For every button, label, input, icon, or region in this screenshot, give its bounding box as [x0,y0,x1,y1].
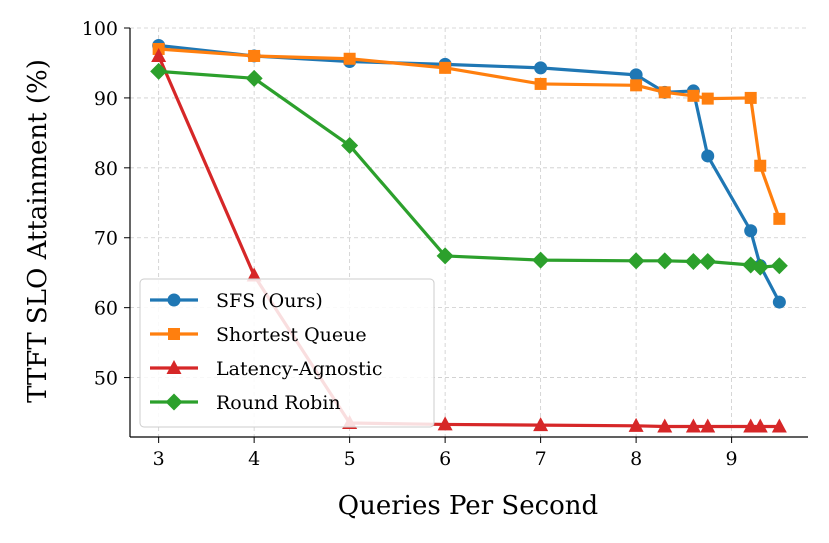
data-point [628,417,644,432]
data-point [754,159,767,172]
data-point [699,253,717,271]
y-tick-label: 100 [82,18,118,40]
data-point [150,62,168,80]
data-point [701,149,715,163]
legend-label: SFS (Ours) [216,290,323,312]
legend-marker [165,393,183,411]
y-tick-label: 50 [94,368,118,390]
data-point [151,47,167,62]
series-shortest-queue [152,42,786,225]
data-point [246,267,262,282]
data-point [439,61,452,74]
legend-marker [167,293,181,307]
data-point [743,418,759,433]
data-point [700,418,716,433]
legend-entry: Shortest Queue [150,324,367,346]
data-point [627,252,645,270]
x-tick-label: 9 [726,448,738,470]
series-round-robin [150,62,788,276]
data-point [771,418,787,433]
legend-marker [168,328,180,340]
data-point [656,252,674,270]
data-point [436,247,454,265]
data-point [343,52,356,65]
legend-entry: Latency-Agnostic [150,358,383,380]
y-tick-label: 60 [94,298,118,320]
x-tick-label: 3 [153,448,165,470]
data-point [770,257,788,275]
legend-label: Shortest Queue [216,324,367,346]
y-tick-label: 70 [94,228,118,250]
x-tick-label: 4 [248,448,260,470]
series-line [158,47,781,220]
legend-entry: SFS (Ours) [150,290,323,312]
data-point [533,417,549,432]
x-tick-label: 7 [535,448,547,470]
data-point [687,89,700,102]
y-tick-label: 90 [94,88,118,110]
x-axis-label: Queries Per Second [338,491,598,521]
data-point [630,79,643,92]
data-point [658,86,671,99]
legend: SFS (Ours) Shortest Queue Latency-Agnostic… [139,278,435,428]
x-tick-label: 5 [344,448,356,470]
data-point [534,61,548,75]
legend-marker [166,360,182,374]
legend-box [139,278,435,428]
data-point [248,49,261,62]
data-point [657,418,673,433]
data-point [534,77,547,90]
data-point [437,416,453,431]
data-point [245,69,263,87]
axes: 3 4 5 6 7 8 9 50 60 70 80 90 100 [82,18,808,470]
legend-label: Round Robin [216,392,341,414]
data-point [532,251,550,269]
data-point [744,91,757,104]
data-point [773,212,786,225]
data-point [752,418,768,433]
data-point [751,258,769,276]
x-tick-label: 8 [630,448,642,470]
data-point [685,418,701,433]
data-point [744,224,758,238]
legend-label: Latency-Agnostic [216,358,383,380]
data-point [684,253,702,271]
y-axis-label: TTFT SLO Attainment (%) [23,59,53,403]
x-tick-label: 6 [439,448,451,470]
data-point [772,295,786,309]
data-point [341,136,359,154]
legend-entry: Round Robin [150,392,341,414]
data-point [629,68,643,82]
data-point [701,92,714,105]
y-tick-label: 80 [94,158,118,180]
